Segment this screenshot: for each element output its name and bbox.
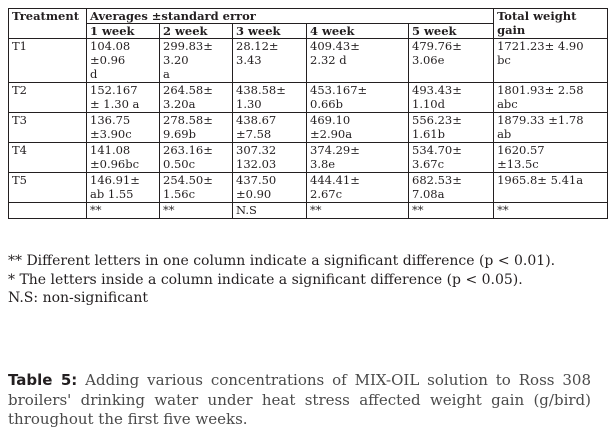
note-ns: N.S: non-significant [8, 290, 149, 306]
table-row: T3 136.75 ±3.90c 278.58± 9.69b 438.67 ±7… [8, 112, 609, 143]
header-row-2: 1 week 2 week 3 week 4 week 5 week [9, 23, 608, 39]
significance-cell: ** [407, 202, 495, 219]
value-cell: 28.12± 3.43 [232, 38, 307, 83]
value-cell: 438.67 ±7.58 [232, 112, 307, 143]
treatment-cell: T1 [8, 38, 87, 83]
table-caption: Table 5: Adding various concentrations o… [8, 371, 591, 430]
significance-cell: ** [493, 202, 609, 219]
value-cell: 152.167 ± 1.30 a [86, 82, 160, 113]
value-cell: 409.43± 2.32 d [306, 38, 409, 83]
table-row: T2 152.167 ± 1.30 a 264.58± 3.20a 438.58… [8, 82, 609, 113]
value-cell: 469.10 ±2.90a [306, 112, 409, 143]
header-total-weight-gain: Total weight gain [493, 8, 609, 39]
value-cell: 437.50 ±0.90 [232, 172, 307, 203]
treatment-cell: T4 [8, 142, 87, 173]
header-week-4: 4 week [306, 23, 409, 39]
table-row: T1 104.08 ±0.96 d 299.83± 3.20 a 28.12± … [8, 38, 609, 83]
note-p005: * The letters inside a column indicate a… [8, 271, 523, 288]
blank-cell [8, 202, 87, 219]
value-cell: 556.23± 1.61b [407, 112, 495, 143]
value-cell: 682.53± 7.08a [407, 172, 495, 203]
header-week-1: 1 week [86, 23, 160, 39]
value-cell: 263.16± 0.50c [159, 142, 233, 173]
header-row-1: Treatment Averages ±standard error Total… [8, 8, 609, 39]
weight-gain-table: Treatment Averages ±standard error Total… [8, 8, 609, 219]
total-cell: 1965.8± 5.41a [493, 172, 609, 203]
total-cell: 1801.93± 2.58 abc [493, 82, 609, 113]
value-cell: 146.91± ab 1.55 [86, 172, 160, 203]
value-cell: 104.08 ±0.96 d [86, 38, 160, 83]
significance-cell: ** [86, 202, 160, 219]
value-cell: 534.70± 3.67c [407, 142, 495, 173]
header-week-5: 5 week [407, 23, 495, 39]
value-cell: 136.75 ±3.90c [86, 112, 160, 143]
header-averages: Averages ±standard error [85, 8, 495, 24]
value-cell: 254.50± 1.56c [159, 172, 233, 203]
value-cell: 264.58± 3.20a [159, 82, 233, 113]
value-cell: 307.32 132.03 [232, 142, 307, 173]
note-p001: ** Different letters in one column indic… [8, 253, 556, 269]
value-cell: 493.43± 1.10d [407, 82, 495, 113]
table-row: T5 146.91± ab 1.55 254.50± 1.56c 437.50 … [8, 172, 609, 203]
caption-text: Adding various concentrations of MIX-OIL… [8, 371, 591, 428]
total-cell: 1879.33 ±1.78 ab [493, 112, 609, 143]
value-cell: 299.83± 3.20 a [159, 38, 233, 83]
value-cell: 453.167± 0.66b [306, 82, 409, 113]
value-cell: 444.41± 2.67c [306, 172, 409, 203]
header-week-2: 2 week [159, 23, 233, 39]
treatment-cell: T2 [8, 82, 87, 113]
value-cell: 374.29± 3.8e [306, 142, 409, 173]
value-cell: 479.76± 3.06e [407, 38, 495, 83]
significance-cell: ** [306, 202, 409, 219]
total-cell: 1721.23± 4.90 bc [493, 38, 609, 83]
value-cell: 278.58± 9.69b [159, 112, 233, 143]
value-cell: 141.08 ±0.96bc [86, 142, 160, 173]
value-cell: 438.58± 1.30 [232, 82, 307, 113]
table-row: T4 141.08 ±0.96bc 263.16± 0.50c 307.32 1… [8, 142, 609, 173]
table-notes: ** Different letters in one column indic… [8, 252, 593, 308]
significance-row: ** ** N.S ** ** ** [8, 202, 609, 219]
treatment-cell: T3 [8, 112, 87, 143]
caption-label: Table 5: [8, 371, 78, 389]
total-cell: 1620.57 ±13.5c [493, 142, 609, 173]
header-week-3: 3 week [232, 23, 307, 39]
header-treatment: Treatment [8, 8, 87, 39]
treatment-cell: T5 [8, 172, 87, 203]
significance-cell: ** [159, 202, 233, 219]
significance-cell: N.S [232, 202, 307, 219]
